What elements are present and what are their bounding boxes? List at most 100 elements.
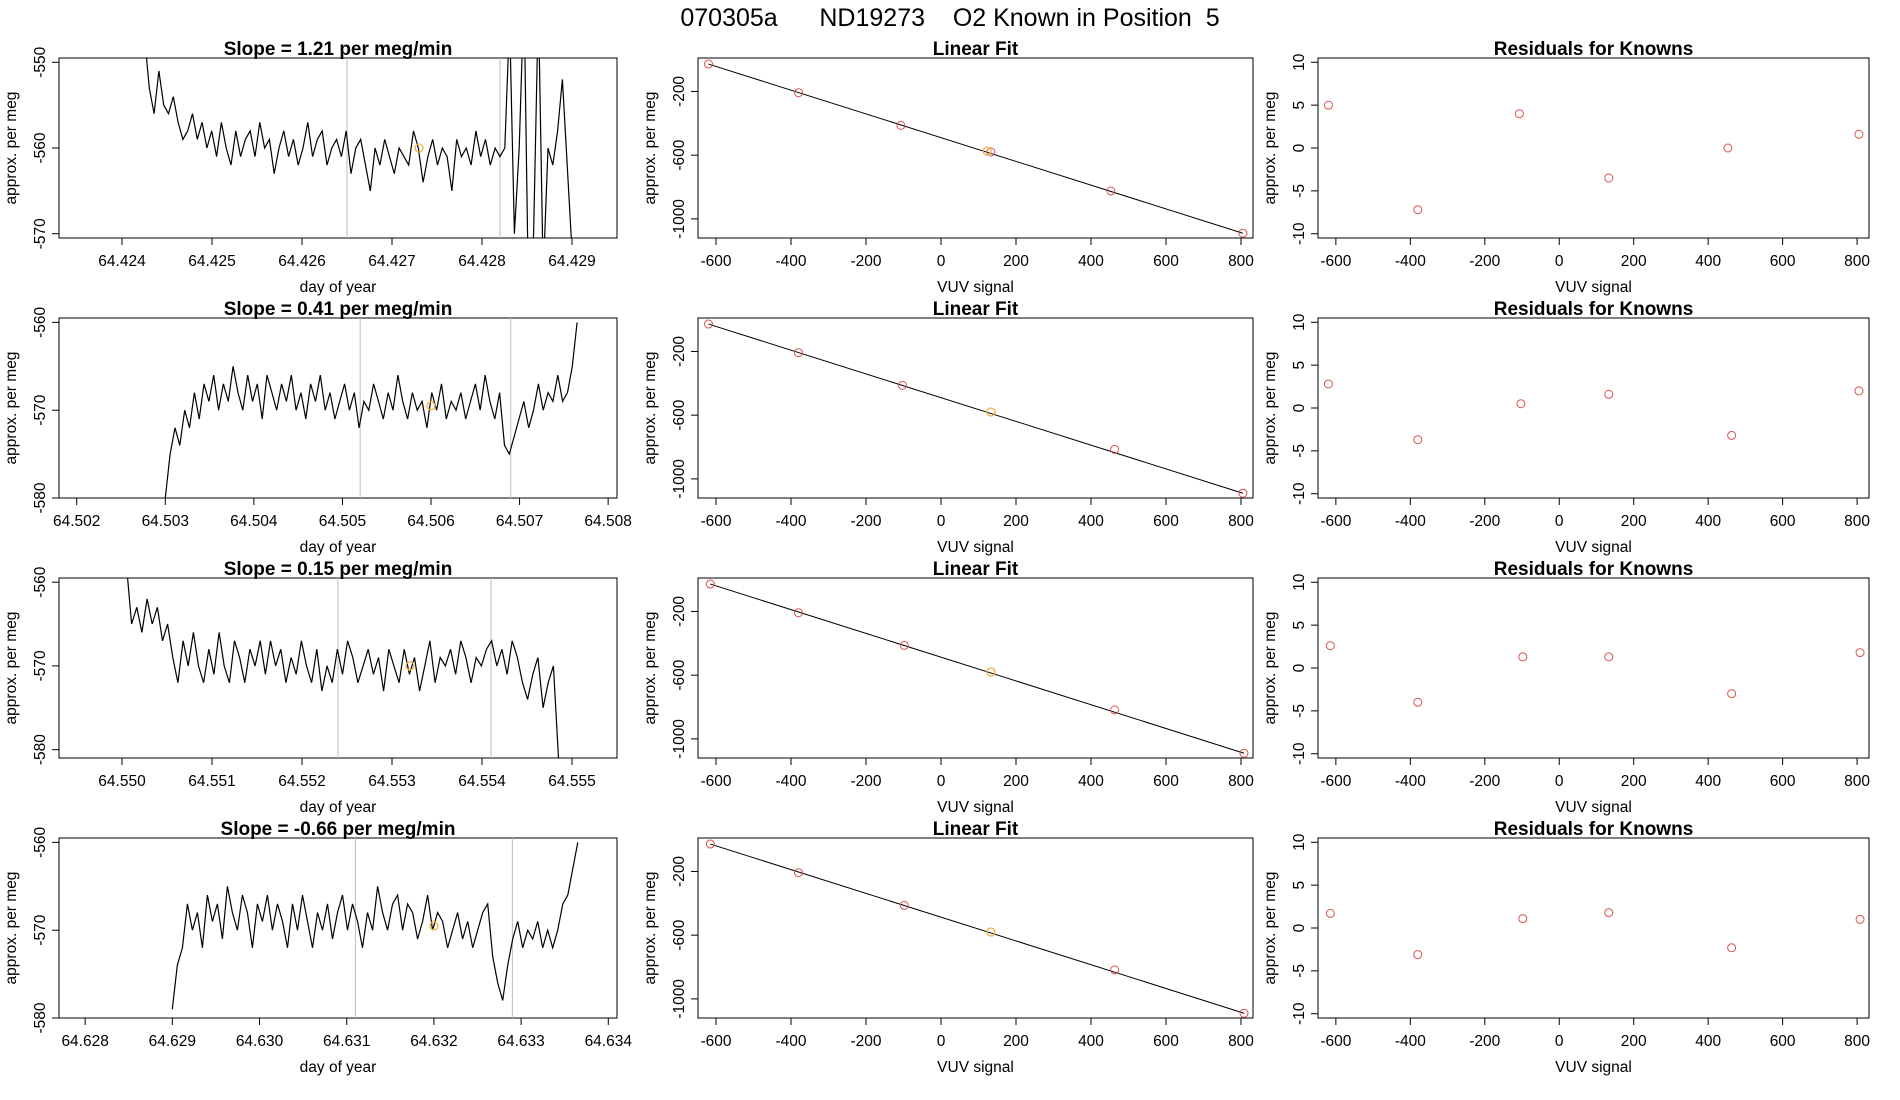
trace-series-line: [126, 578, 560, 758]
y-tick-label: -600: [671, 919, 688, 950]
x-tick-label: 600: [1153, 253, 1179, 270]
y-tick-label: -10: [1291, 742, 1308, 765]
trace-series-line: [164, 322, 578, 498]
y-axis-label: approx. per meg: [1262, 612, 1279, 725]
y-tick-label: -600: [671, 399, 688, 430]
data-point: [794, 88, 803, 98]
x-tick-label: 200: [1621, 1033, 1647, 1050]
x-tick-label: 200: [1621, 253, 1647, 270]
x-tick-label: 200: [1621, 773, 1647, 790]
y-tick-label: 5: [1291, 101, 1308, 110]
x-tick-label: 400: [1695, 773, 1721, 790]
data-point: [704, 59, 713, 69]
trace-series-line: [145, 58, 572, 238]
plot-frame: [697, 837, 1254, 1019]
data-point: [1854, 129, 1864, 139]
y-tick-label: -560: [32, 827, 49, 858]
plot-frame: [58, 57, 618, 239]
x-tick-label: 64.551: [188, 773, 235, 790]
known-point: [986, 667, 996, 677]
x-tick-label: 800: [1844, 1033, 1870, 1050]
y-tick-label: -580: [32, 734, 49, 765]
y-tick-label: -570: [32, 914, 49, 945]
x-axis-label: VUV signal: [1555, 539, 1632, 556]
x-tick-label: 64.553: [368, 773, 415, 790]
x-tick-label: 64.502: [53, 513, 100, 530]
fit-line: [710, 583, 1245, 754]
y-tick-label: 5: [1291, 361, 1308, 370]
data-point: [1239, 1008, 1249, 1018]
y-axis-label: approx. per meg: [642, 352, 659, 465]
plot-title: Residuals for Knowns: [1494, 39, 1694, 60]
x-tick-label: 600: [1153, 513, 1179, 530]
x-axis-label: day of year: [300, 279, 377, 296]
x-tick-label: 600: [1770, 773, 1796, 790]
data-point: [1855, 914, 1865, 924]
x-tick-label: 800: [1228, 513, 1254, 530]
known-point: [426, 401, 436, 411]
y-tick-label: -1000: [671, 459, 688, 499]
x-tick-label: 64.427: [368, 253, 415, 270]
y-tick-label: -10: [1291, 1002, 1308, 1025]
x-tick-label: 0: [1555, 513, 1564, 530]
x-tick-label: 64.632: [410, 1033, 457, 1050]
x-axis-label: day of year: [300, 539, 377, 556]
y-tick-label: -200: [671, 856, 688, 887]
x-tick-label: 800: [1228, 253, 1254, 270]
x-tick-label: 64.503: [142, 513, 189, 530]
y-tick-label: -600: [671, 659, 688, 690]
plot-title: Linear Fit: [933, 39, 1019, 60]
x-tick-label: 400: [1078, 1033, 1104, 1050]
data-point: [704, 319, 713, 329]
data-point: [1413, 435, 1423, 445]
y-tick-label: -5: [1291, 444, 1308, 458]
x-tick-label: -400: [1395, 513, 1426, 530]
y-axis-label: approx. per meg: [3, 872, 20, 985]
x-tick-label: 64.428: [458, 253, 505, 270]
x-axis-label: day of year: [300, 1059, 377, 1076]
x-tick-label: 64.506: [407, 513, 454, 530]
data-point: [1238, 228, 1248, 238]
data-point: [1604, 389, 1614, 399]
x-tick-label: 64.429: [548, 253, 595, 270]
y-tick-label: 10: [1291, 313, 1308, 331]
data-point: [1723, 143, 1733, 153]
data-point: [794, 608, 803, 618]
tank-id: ND19273: [819, 4, 926, 32]
data-point: [1518, 914, 1528, 924]
y-tick-label: -200: [671, 76, 688, 107]
plot-title: Slope = 1.21 per meg/min: [224, 39, 453, 60]
y-tick-label: -200: [671, 596, 688, 627]
x-tick-label: 64.504: [230, 513, 278, 530]
data-point: [705, 579, 715, 589]
x-tick-label: 200: [1003, 773, 1029, 790]
data-point: [1110, 444, 1120, 454]
y-axis-label: approx. per meg: [1262, 352, 1279, 465]
known-point: [986, 927, 996, 937]
x-tick-label: 0: [937, 773, 946, 790]
x-axis-label: VUV signal: [937, 279, 1014, 296]
x-tick-label: 400: [1695, 1033, 1721, 1050]
y-tick-label: 0: [1291, 923, 1308, 932]
x-tick-label: -400: [775, 773, 806, 790]
x-tick-label: -600: [700, 1033, 731, 1050]
x-tick-label: -400: [775, 253, 806, 270]
x-tick-label: 0: [937, 253, 946, 270]
x-tick-label: 64.629: [149, 1033, 196, 1050]
x-tick-label: 400: [1695, 513, 1721, 530]
x-axis-label: VUV signal: [1555, 1059, 1632, 1076]
data-point: [1239, 748, 1249, 758]
plot-title: Slope = 0.15 per meg/min: [224, 559, 453, 580]
x-tick-label: 0: [1555, 773, 1564, 790]
data-point: [1413, 697, 1423, 707]
x-tick-label: -400: [1395, 773, 1426, 790]
data-point: [1727, 430, 1737, 440]
y-tick-label: 0: [1291, 663, 1308, 672]
y-tick-label: -1000: [671, 979, 688, 1019]
x-tick-label: -600: [700, 253, 731, 270]
x-tick-label: 64.508: [584, 513, 631, 530]
x-tick-label: -400: [1395, 1033, 1426, 1050]
data-point: [899, 900, 909, 910]
y-axis-label: approx. per meg: [3, 352, 20, 465]
trace-series-line: [171, 842, 579, 1010]
